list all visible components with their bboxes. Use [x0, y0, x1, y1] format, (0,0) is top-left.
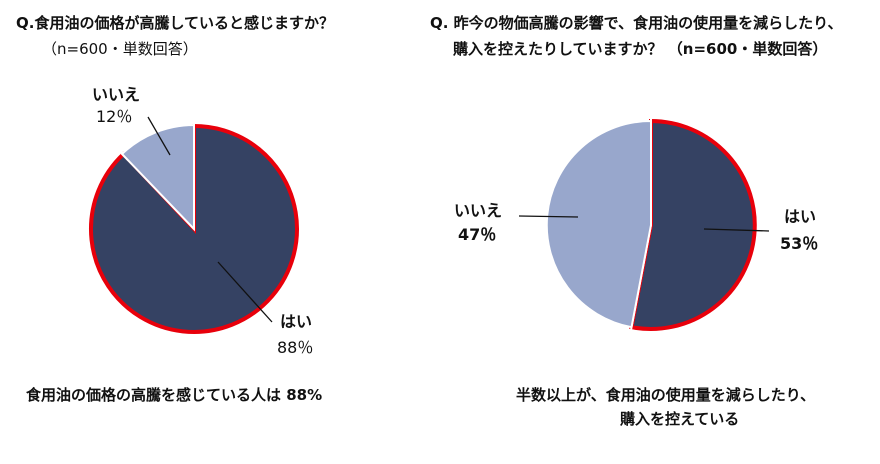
right-pie-chart: [518, 118, 770, 331]
left-value-yes: 88％: [277, 338, 314, 357]
left-pie-slice-no: [120, 123, 195, 232]
right-label-no: いいえ: [454, 201, 503, 220]
right-conclusion-line1: 半数以上が、食用油の使用量を減らしたり、: [516, 386, 816, 404]
right-value-no: 47％: [458, 225, 497, 244]
right-pie-slice-no: [545, 119, 652, 329]
left-value-no: 12％: [96, 107, 133, 126]
left-question-subtitle: （n=600・単数回答）: [42, 40, 198, 58]
right-conclusion-line2: 購入を控えている: [620, 410, 740, 428]
left-question-title: Q.食用油の価格が高騰していると感じますか？: [16, 14, 335, 32]
right-question-title-line1: Q. 昨今の物価高騰の影響で、食用油の使用量を減らしたり、: [430, 14, 843, 32]
right-pie-slice-yes: [629, 118, 757, 331]
right-value-yes: 53％: [780, 234, 819, 253]
left-conclusion: 食用油の価格の高騰を感じている人は 88%: [26, 386, 323, 404]
right-question-title-line2: 購入を控えたりしていますか？ （n=600・単数回答）: [453, 40, 828, 58]
left-label-no: いいえ: [92, 85, 141, 104]
left-label-yes: はい: [280, 312, 313, 331]
left-pie-chart: [88, 116, 299, 334]
right-label-yes: はい: [784, 207, 817, 226]
